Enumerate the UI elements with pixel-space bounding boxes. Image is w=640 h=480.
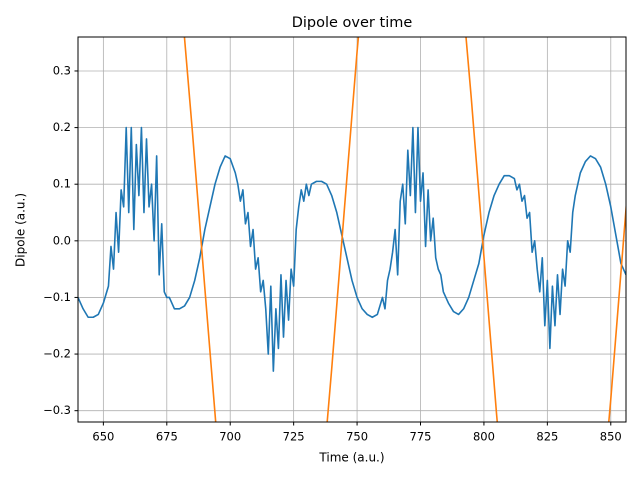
ticks: 650 675 700 725 750 775 800 825 850 −0.3 −0.2 −0.1 0…: [43, 63, 622, 443]
y-axis-label: Dipole (a.u.): [14, 193, 28, 267]
data-line: [183, 37, 626, 422]
chart-title: Dipole over time: [292, 15, 413, 31]
x-tick-label: 775: [410, 430, 432, 444]
data-line: [78, 126, 626, 372]
x-tick-label: 750: [346, 430, 368, 444]
y-tick-label: 0.2: [53, 120, 71, 134]
x-tick-label: 850: [600, 430, 622, 444]
y-tick-label: 0.1: [53, 177, 71, 191]
y-tick-label: −0.1: [43, 290, 71, 304]
y-tick-label: −0.3: [43, 403, 71, 417]
x-axis-label: Time (a.u.): [318, 451, 384, 465]
x-tick-label: 800: [473, 430, 495, 444]
plot-area: [78, 37, 626, 422]
axes-frame: [77, 36, 627, 423]
x-tick-label: 825: [536, 430, 558, 444]
x-tick-label: 675: [156, 430, 178, 444]
y-tick-label: −0.2: [43, 347, 71, 361]
y-tick-label: 0.0: [53, 233, 71, 247]
y-tick-label: 0.3: [53, 63, 71, 77]
x-tick-label: 650: [92, 430, 114, 444]
x-tick-label: 700: [219, 430, 241, 444]
x-tick-label: 725: [283, 430, 305, 444]
